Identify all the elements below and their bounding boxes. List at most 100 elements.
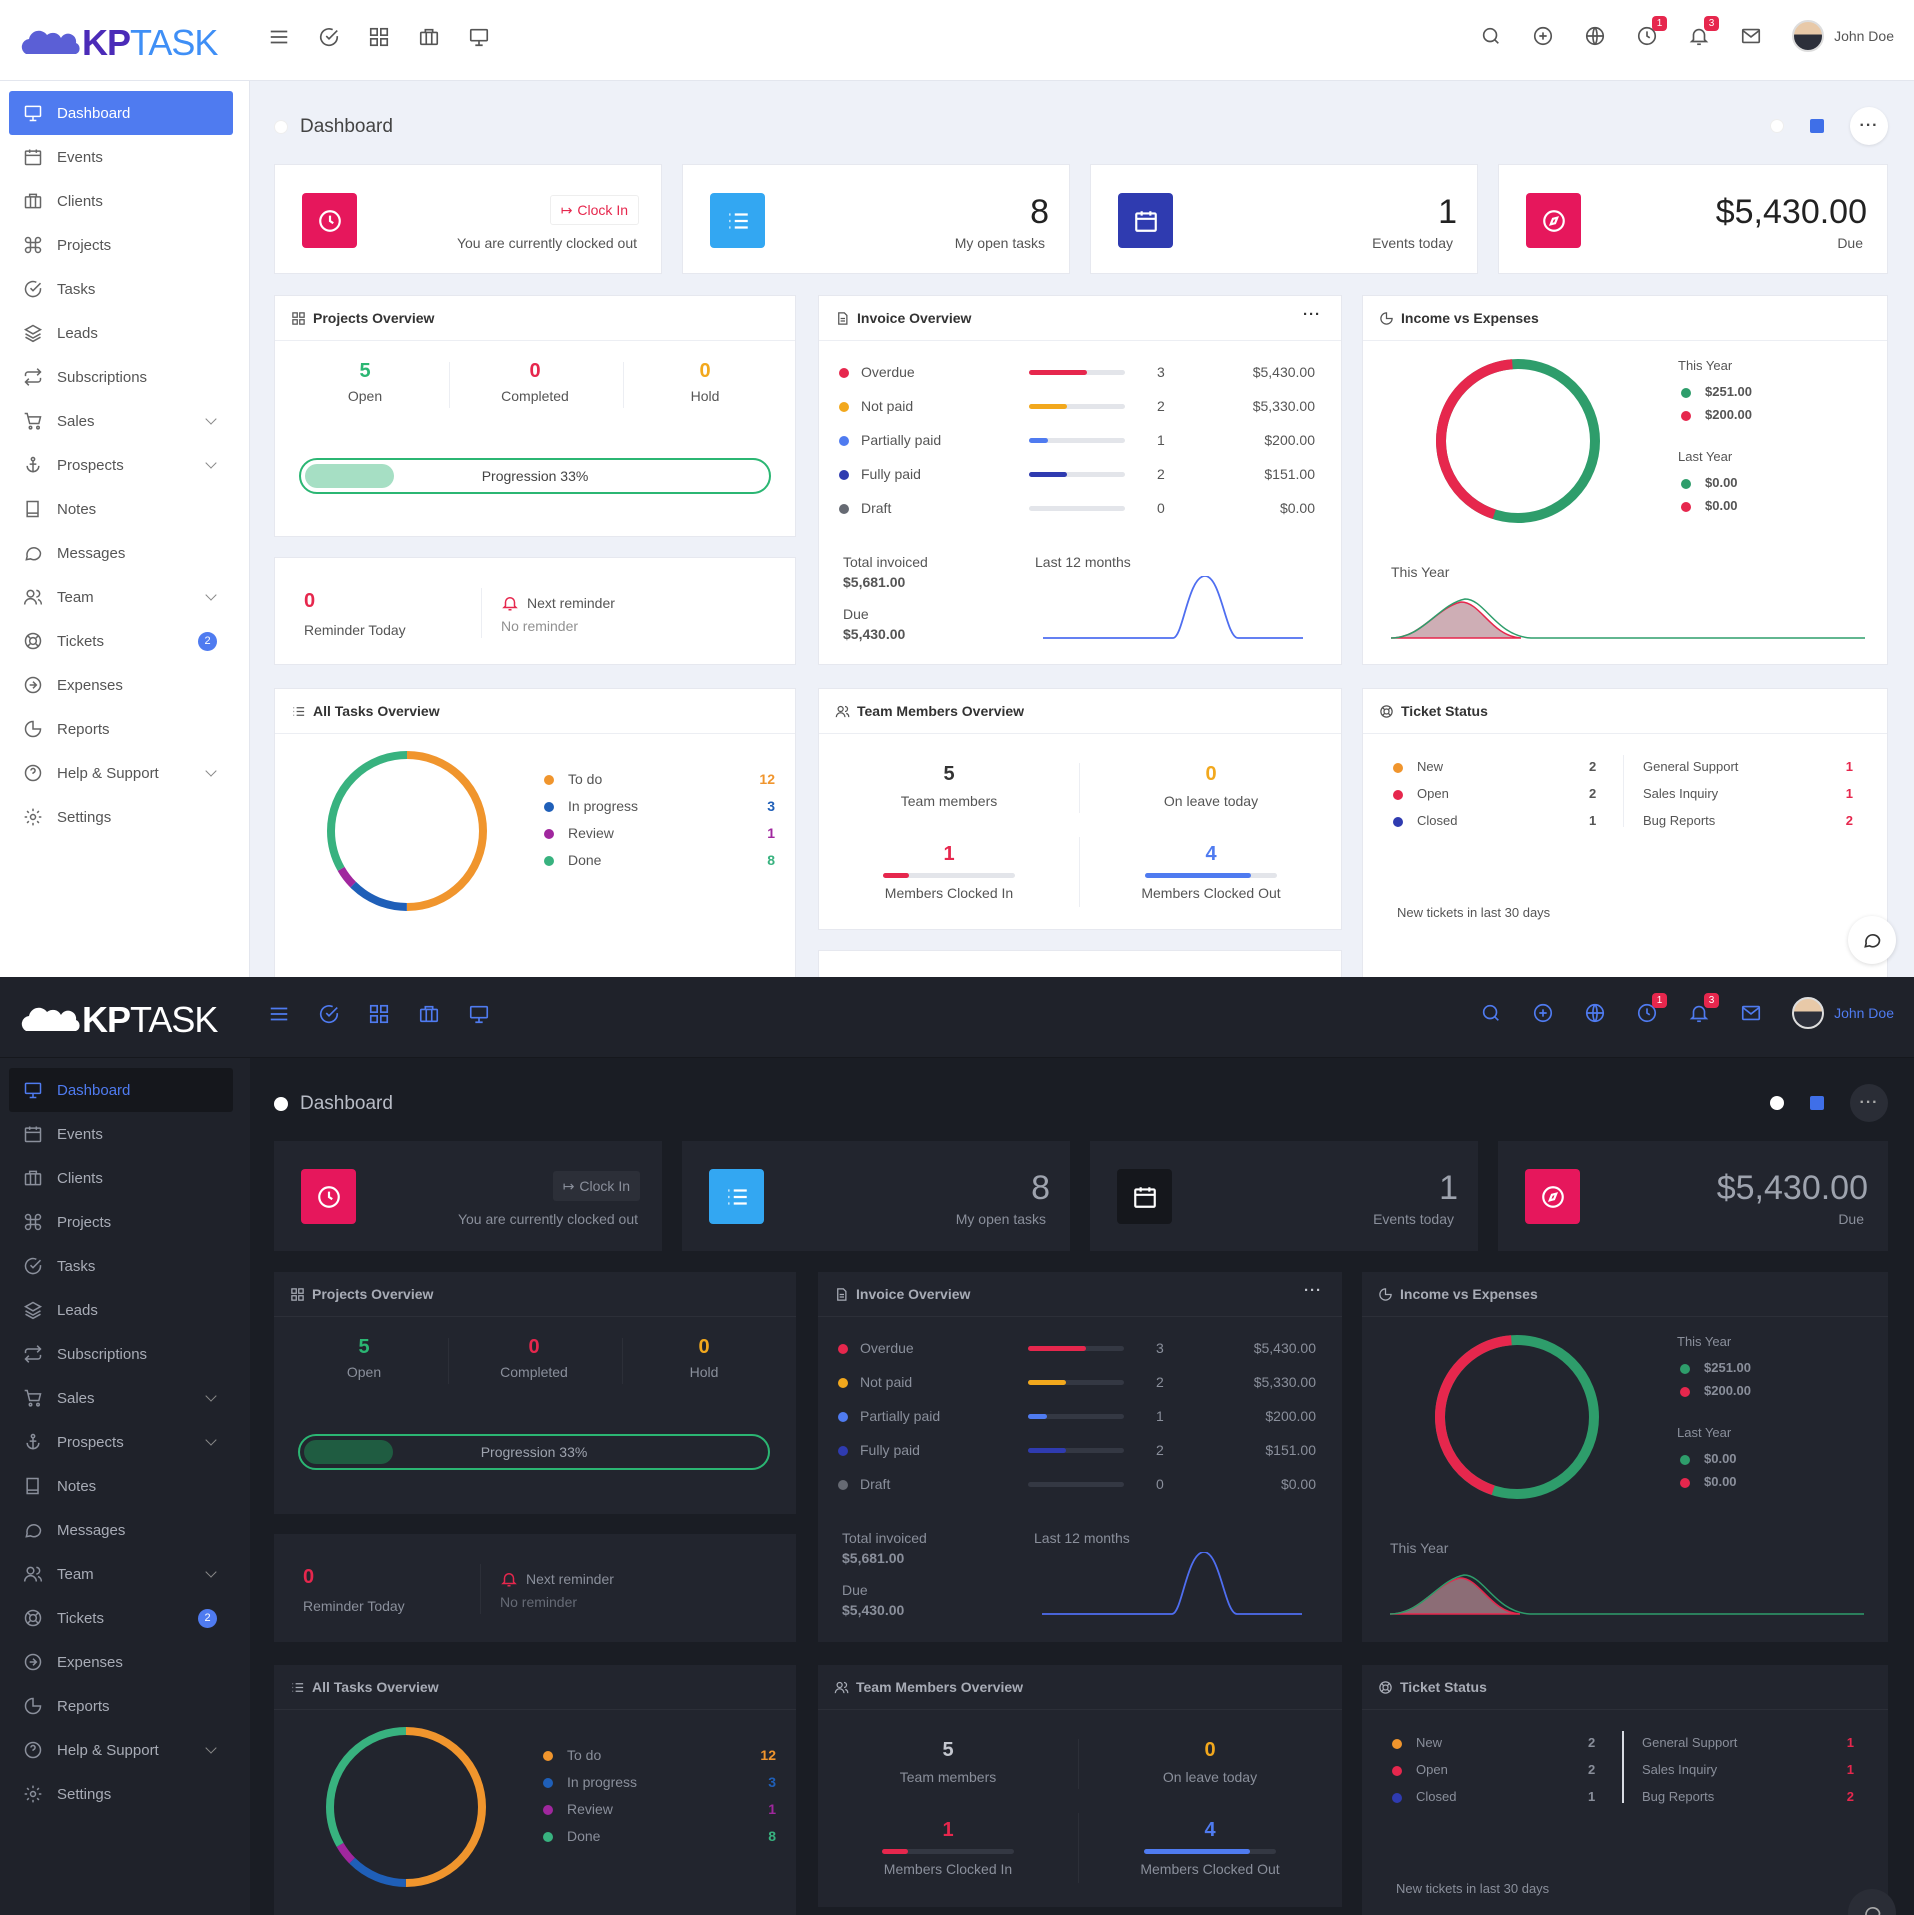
sidebar-item-help-support[interactable]: Help & Support bbox=[9, 1728, 233, 1772]
sidebar-item-help-support[interactable]: Help & Support bbox=[9, 751, 233, 795]
arrow-circle-icon bbox=[23, 675, 43, 695]
mail-icon[interactable] bbox=[1740, 1002, 1762, 1024]
total-invoiced-value: $5,681.00 bbox=[842, 1550, 905, 1566]
progress-label: Progression 33% bbox=[481, 468, 589, 484]
tasks-donut bbox=[327, 751, 487, 911]
globe-icon[interactable] bbox=[1584, 1002, 1606, 1024]
invoice-more-button[interactable]: ··· bbox=[1304, 1282, 1322, 1299]
projects-overview-card: Projects Overview 5 Open 0 Completed 0 H… bbox=[274, 1272, 796, 1514]
task-row-value: 3 bbox=[768, 1774, 776, 1790]
sidebar-item-subscriptions[interactable]: Subscriptions bbox=[9, 1332, 233, 1376]
grid-icon[interactable] bbox=[368, 26, 390, 48]
light-theme-toggle[interactable] bbox=[1770, 119, 1784, 133]
sidebar-item-dashboard[interactable]: Dashboard bbox=[9, 91, 233, 135]
sidebar-item-tasks[interactable]: Tasks bbox=[9, 267, 233, 311]
more-options-button[interactable]: ··· bbox=[1850, 1084, 1888, 1122]
clock-icon[interactable]: 1 bbox=[1636, 16, 1668, 47]
invoice-more-button[interactable]: ··· bbox=[1303, 306, 1321, 323]
sidebar-item-reports[interactable]: Reports bbox=[9, 1684, 233, 1728]
sidebar-item-dashboard[interactable]: Dashboard bbox=[9, 1068, 233, 1112]
clocked-out-label: Members Clocked Out bbox=[1141, 885, 1281, 901]
sidebar-item-projects[interactable]: Projects bbox=[9, 1200, 233, 1244]
sidebar-item-tasks[interactable]: Tasks bbox=[9, 1244, 233, 1288]
sidebar-item-settings[interactable]: Settings bbox=[9, 795, 233, 839]
bell-icon[interactable]: 3 bbox=[1688, 993, 1720, 1024]
sidebar-item-sales[interactable]: Sales bbox=[9, 1376, 233, 1420]
monitor-icon[interactable] bbox=[468, 26, 490, 48]
plus-circle-icon[interactable] bbox=[1532, 1002, 1554, 1024]
check-circle-icon[interactable] bbox=[318, 1003, 340, 1025]
sidebar-item-subscriptions[interactable]: Subscriptions bbox=[9, 355, 233, 399]
grid-icon[interactable] bbox=[368, 1003, 390, 1025]
sidebar-item-prospects[interactable]: Prospects bbox=[9, 1420, 233, 1464]
sidebar-item-clients[interactable]: Clients bbox=[9, 1156, 233, 1200]
logo[interactable]: KP TASK bbox=[20, 22, 218, 64]
chat-button[interactable] bbox=[1848, 916, 1896, 964]
search-icon[interactable] bbox=[1480, 1002, 1502, 1024]
sidebar-item-prospects[interactable]: Prospects bbox=[9, 443, 233, 487]
ticket-footer: New tickets in last 30 days bbox=[1397, 905, 1551, 920]
bell-icon[interactable]: 3 bbox=[1688, 16, 1720, 47]
sidebar-item-events[interactable]: Events bbox=[9, 1112, 233, 1156]
reminder-value: 0 bbox=[303, 1566, 315, 1588]
briefcase-icon[interactable] bbox=[418, 1003, 440, 1025]
open-tasks-card[interactable]: 8 My open tasks bbox=[682, 1141, 1070, 1251]
menu-icon[interactable] bbox=[268, 26, 290, 48]
next-reminder[interactable]: Next reminder bbox=[501, 594, 615, 612]
sidebar-item-tickets[interactable]: Tickets 2 bbox=[9, 1596, 233, 1640]
color-theme-toggle[interactable] bbox=[1810, 1096, 1824, 1110]
reminder-label: Reminder Today bbox=[304, 622, 406, 638]
sidebar-item-notes[interactable]: Notes bbox=[9, 487, 233, 531]
events-card[interactable]: 1 Events today bbox=[1090, 1141, 1478, 1251]
monitor-icon[interactable] bbox=[468, 1003, 490, 1025]
clock-in-button[interactable]: ↦ Clock In bbox=[552, 1171, 640, 1201]
sidebar-item-label: Notes bbox=[57, 500, 97, 518]
due-card[interactable]: $5,430.00 Due bbox=[1498, 164, 1888, 274]
sidebar-item-expenses[interactable]: Expenses bbox=[9, 1640, 233, 1684]
plus-circle-icon[interactable] bbox=[1532, 25, 1554, 47]
cart-icon bbox=[23, 411, 43, 431]
mail-icon[interactable] bbox=[1740, 25, 1762, 47]
logout-icon: ↦ bbox=[562, 1177, 575, 1194]
sidebar-item-leads[interactable]: Leads bbox=[9, 311, 233, 355]
sidebar-item-reports[interactable]: Reports bbox=[9, 707, 233, 751]
user-menu[interactable]: John Doe bbox=[1792, 997, 1894, 1029]
sidebar-item-team[interactable]: Team bbox=[9, 1552, 233, 1596]
sidebar-item-sales[interactable]: Sales bbox=[9, 399, 233, 443]
globe-icon[interactable] bbox=[1584, 25, 1606, 47]
sidebar-item-expenses[interactable]: Expenses bbox=[9, 663, 233, 707]
income-area-chart bbox=[1391, 598, 1865, 639]
sidebar-item-tickets[interactable]: Tickets 2 bbox=[9, 619, 233, 663]
sidebar-item-messages[interactable]: Messages bbox=[9, 531, 233, 575]
sidebar-item-team[interactable]: Team bbox=[9, 575, 233, 619]
user-menu[interactable]: John Doe bbox=[1792, 20, 1894, 52]
sidebar-item-leads[interactable]: Leads bbox=[9, 1288, 233, 1332]
sidebar-item-projects[interactable]: Projects bbox=[9, 223, 233, 267]
clock-in-button[interactable]: ↦ Clock In bbox=[549, 195, 639, 225]
due-label: Due bbox=[1837, 235, 1863, 251]
compass-icon bbox=[1525, 1169, 1580, 1224]
briefcase-icon[interactable] bbox=[418, 26, 440, 48]
sidebar-item-notes[interactable]: Notes bbox=[9, 1464, 233, 1508]
sidebar-item-settings[interactable]: Settings bbox=[9, 1772, 233, 1816]
projects-hold-label: Hold bbox=[689, 1364, 719, 1380]
sidebar-item-events[interactable]: Events bbox=[9, 135, 233, 179]
more-options-button[interactable]: ··· bbox=[1850, 107, 1888, 145]
search-icon[interactable] bbox=[1480, 25, 1502, 47]
income-last-year-income: $0.00 bbox=[1704, 1451, 1737, 1466]
check-circle-icon[interactable] bbox=[318, 26, 340, 48]
sidebar-item-messages[interactable]: Messages bbox=[9, 1508, 233, 1552]
logo[interactable]: KP TASK bbox=[20, 999, 218, 1041]
projects-open-label: Open bbox=[347, 388, 383, 404]
clock-icon[interactable]: 1 bbox=[1636, 993, 1668, 1024]
sidebar-item-clients[interactable]: Clients bbox=[9, 179, 233, 223]
avatar bbox=[1792, 20, 1825, 52]
events-card[interactable]: 1 Events today bbox=[1090, 164, 1478, 274]
open-tasks-card[interactable]: 8 My open tasks bbox=[682, 164, 1070, 274]
menu-icon[interactable] bbox=[268, 1003, 290, 1025]
color-theme-toggle[interactable] bbox=[1810, 119, 1824, 133]
due-card[interactable]: $5,430.00 Due bbox=[1498, 1141, 1888, 1251]
light-theme-toggle[interactable] bbox=[1770, 1096, 1784, 1110]
invoice-trend-line bbox=[1042, 1552, 1302, 1615]
next-reminder[interactable]: Next reminder bbox=[500, 1570, 614, 1588]
